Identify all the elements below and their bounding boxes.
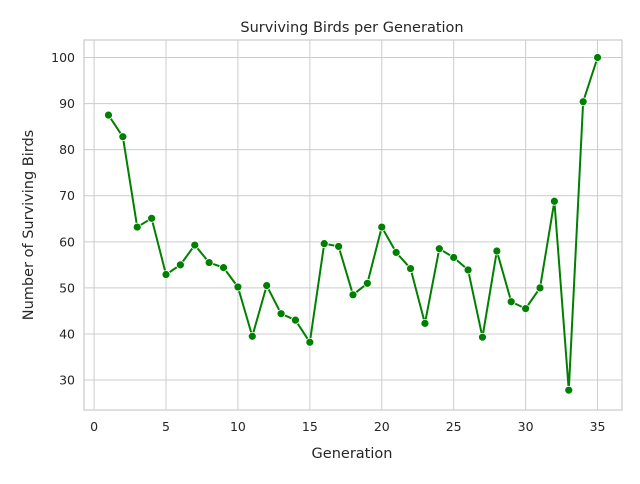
- data-point: [549, 196, 559, 206]
- data-point: [291, 315, 300, 325]
- data-point: [305, 337, 315, 347]
- x-tick-label: 15: [302, 419, 318, 434]
- x-tick-label: 25: [446, 419, 462, 434]
- series: [104, 53, 602, 395]
- x-axis-label: Generation: [312, 446, 393, 462]
- y-tick-label: 30: [59, 373, 75, 388]
- data-point: [334, 242, 344, 251]
- data-point: [564, 385, 574, 395]
- data-point: [348, 290, 358, 300]
- x-tick-label: 10: [230, 419, 246, 434]
- data-point: [362, 278, 372, 288]
- data-point: [132, 222, 142, 232]
- x-tick-label: 20: [374, 419, 390, 434]
- data-point: [593, 53, 602, 62]
- chart-title: Surviving Birds per Generation: [240, 20, 463, 36]
- data-point: [391, 248, 401, 257]
- data-point: [377, 222, 387, 232]
- data-point: [319, 239, 329, 249]
- y-tick-label: 100: [51, 50, 75, 65]
- x-tick-label: 30: [518, 419, 534, 434]
- y-tick-label: 60: [59, 234, 75, 249]
- data-point: [276, 309, 286, 319]
- data-point: [492, 246, 502, 256]
- data-point: [247, 331, 257, 341]
- data-point: [463, 265, 473, 275]
- x-tick-label: 0: [90, 419, 98, 434]
- data-point: [535, 283, 545, 293]
- y-tick-label: 80: [59, 142, 75, 157]
- data-point: [521, 304, 531, 314]
- tick-labels: 0 5 10 15 20 25 30 35 30 40 50 60 70 80 90 100: [51, 50, 605, 434]
- y-tick-label: 70: [59, 188, 75, 203]
- data-point: [420, 318, 430, 328]
- data-point: [147, 213, 157, 223]
- data-point: [434, 244, 444, 254]
- data-point: [449, 253, 459, 262]
- data-point: [406, 264, 415, 273]
- y-tick-label: 50: [59, 280, 75, 295]
- data-point: [190, 240, 200, 250]
- data-point: [161, 270, 171, 279]
- data-point: [262, 281, 272, 290]
- data-point: [233, 282, 243, 292]
- x-tick-label: 5: [162, 419, 170, 434]
- x-tick-label: 35: [590, 419, 606, 434]
- y-tick-label: 90: [59, 96, 75, 111]
- data-point: [118, 132, 128, 142]
- data-point: [204, 258, 214, 267]
- y-axis-label: Number of Surviving Birds: [21, 130, 37, 320]
- y-tick-label: 40: [59, 326, 75, 341]
- data-point: [578, 97, 588, 107]
- data-point: [104, 110, 113, 120]
- data-point: [219, 263, 228, 273]
- data-point: [478, 332, 487, 342]
- plot-frame: [83, 39, 623, 411]
- data-point: [506, 297, 516, 307]
- data-point: [175, 260, 185, 270]
